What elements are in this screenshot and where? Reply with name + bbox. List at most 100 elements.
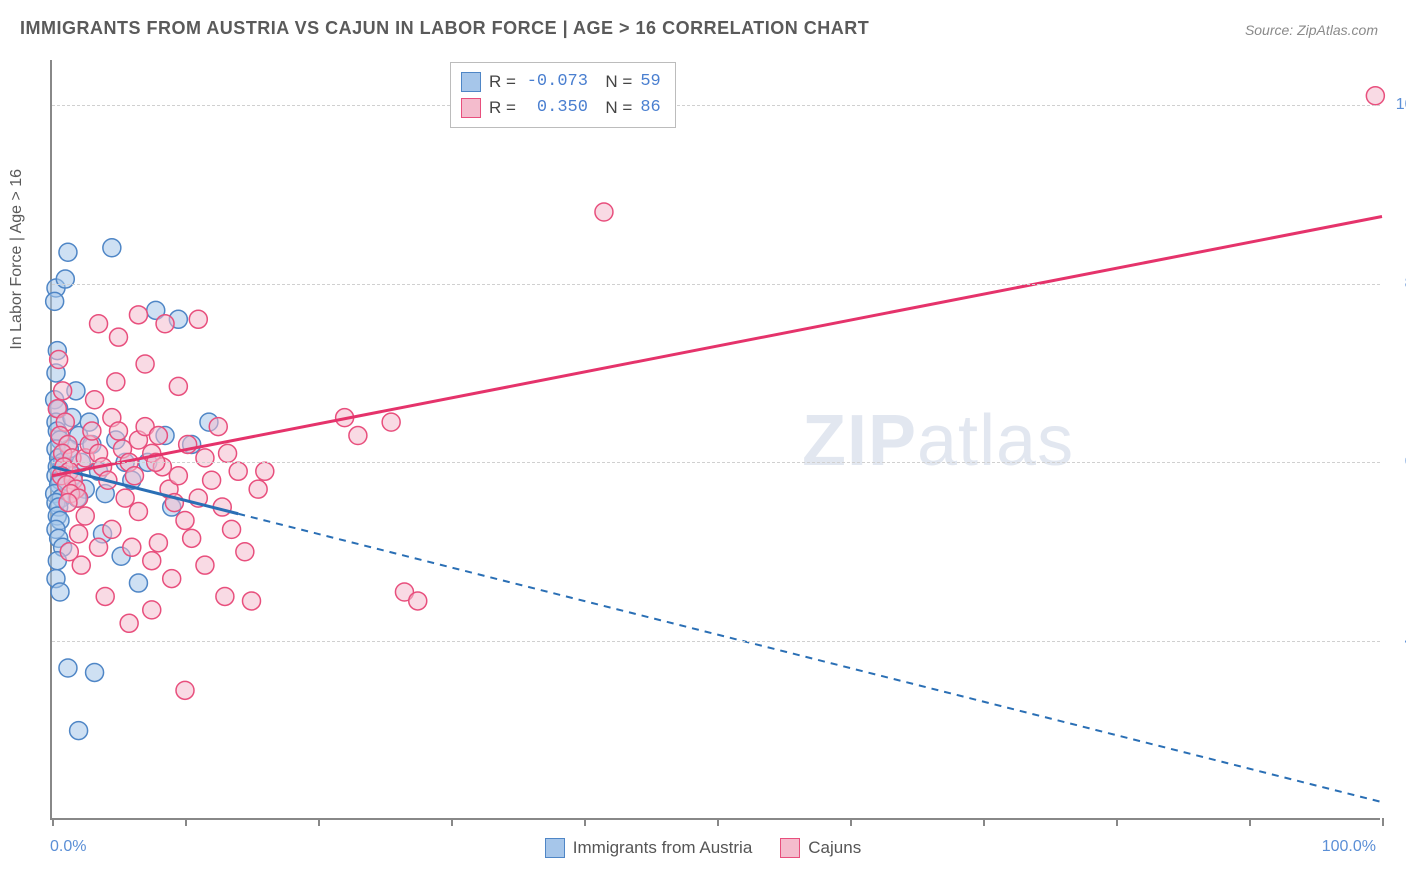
x-tick xyxy=(52,818,54,826)
stat-r-value: 0.350 xyxy=(524,95,588,121)
legend-swatch xyxy=(461,98,481,118)
gridline xyxy=(52,641,1380,642)
data-point xyxy=(1366,87,1384,105)
data-point xyxy=(59,243,77,261)
x-tick xyxy=(850,818,852,826)
data-point xyxy=(136,355,154,373)
x-tick xyxy=(451,818,453,826)
data-point xyxy=(125,467,143,485)
data-point xyxy=(143,601,161,619)
data-point xyxy=(169,377,187,395)
data-point xyxy=(110,328,128,346)
data-point xyxy=(219,444,237,462)
x-tick xyxy=(1249,818,1251,826)
plot-area: ZIPatlas 40.0%60.0%80.0%100.0% xyxy=(50,60,1380,820)
data-point xyxy=(83,422,101,440)
stat-n-value: 86 xyxy=(640,95,660,121)
stats-row: R = 0.350 N = 86 xyxy=(461,95,661,121)
x-tick xyxy=(717,818,719,826)
legend-label: Immigrants from Austria xyxy=(573,838,753,858)
data-point xyxy=(123,538,141,556)
data-point xyxy=(249,480,267,498)
data-point xyxy=(176,681,194,699)
gridline xyxy=(52,462,1380,463)
data-point xyxy=(90,315,108,333)
data-point xyxy=(216,587,234,605)
x-tick xyxy=(185,818,187,826)
data-point xyxy=(129,574,147,592)
data-point xyxy=(156,315,174,333)
data-point xyxy=(203,471,221,489)
x-tick xyxy=(1116,818,1118,826)
data-point xyxy=(46,292,64,310)
data-point xyxy=(349,427,367,445)
stats-legend-box: R = -0.073 N = 59R = 0.350 N = 86 xyxy=(450,62,676,128)
data-point xyxy=(382,413,400,431)
stat-r-label: R = xyxy=(489,69,516,95)
data-point xyxy=(256,462,274,480)
y-tick-label: 100.0% xyxy=(1390,96,1406,114)
legend-swatch xyxy=(461,72,481,92)
data-point xyxy=(189,310,207,328)
gridline xyxy=(52,284,1380,285)
data-point xyxy=(129,306,147,324)
data-point xyxy=(103,239,121,257)
data-point xyxy=(54,382,72,400)
stat-n-label: N = xyxy=(596,69,632,95)
stat-r-value: -0.073 xyxy=(524,69,588,95)
trend-line xyxy=(52,216,1382,475)
legend-swatch xyxy=(780,838,800,858)
data-point xyxy=(129,503,147,521)
data-point xyxy=(196,556,214,574)
data-point xyxy=(595,203,613,221)
data-point xyxy=(409,592,427,610)
data-point xyxy=(59,494,77,512)
stat-n-value: 59 xyxy=(640,69,660,95)
data-point xyxy=(223,520,241,538)
data-point xyxy=(243,592,261,610)
data-point xyxy=(70,722,88,740)
data-point xyxy=(96,587,114,605)
chart-title: IMMIGRANTS FROM AUSTRIA VS CAJUN IN LABO… xyxy=(20,18,869,39)
data-point xyxy=(59,659,77,677)
bottom-legend: Immigrants from Austria Cajuns xyxy=(0,838,1406,858)
data-point xyxy=(110,422,128,440)
data-point xyxy=(72,556,90,574)
y-axis-title: In Labor Force | Age > 16 xyxy=(8,169,26,350)
source-label: Source: ZipAtlas.com xyxy=(1245,22,1378,38)
gridline xyxy=(52,105,1380,106)
x-tick xyxy=(584,818,586,826)
data-point xyxy=(116,489,134,507)
data-point xyxy=(209,418,227,436)
data-point xyxy=(70,525,88,543)
data-point xyxy=(107,373,125,391)
stats-row: R = -0.073 N = 59 xyxy=(461,69,661,95)
data-point xyxy=(86,663,104,681)
legend-item: Cajuns xyxy=(780,838,861,858)
data-point xyxy=(86,391,104,409)
x-tick xyxy=(318,818,320,826)
data-point xyxy=(176,511,194,529)
data-point xyxy=(103,520,121,538)
data-point xyxy=(163,570,181,588)
data-point xyxy=(169,467,187,485)
data-point xyxy=(50,351,68,369)
data-point xyxy=(149,427,167,445)
y-tick-label: 60.0% xyxy=(1390,453,1406,471)
data-point xyxy=(143,552,161,570)
data-point xyxy=(183,529,201,547)
stat-n-label: N = xyxy=(596,95,632,121)
x-tick xyxy=(1382,818,1384,826)
data-point xyxy=(196,449,214,467)
legend-label: Cajuns xyxy=(808,838,861,858)
data-point xyxy=(229,462,247,480)
x-tick xyxy=(983,818,985,826)
trend-line-dashed xyxy=(238,514,1382,802)
stat-r-label: R = xyxy=(489,95,516,121)
y-tick-label: 80.0% xyxy=(1390,275,1406,293)
chart-svg xyxy=(52,60,1380,818)
data-point xyxy=(51,583,69,601)
data-point xyxy=(76,507,94,525)
legend-swatch xyxy=(545,838,565,858)
data-point xyxy=(56,270,74,288)
